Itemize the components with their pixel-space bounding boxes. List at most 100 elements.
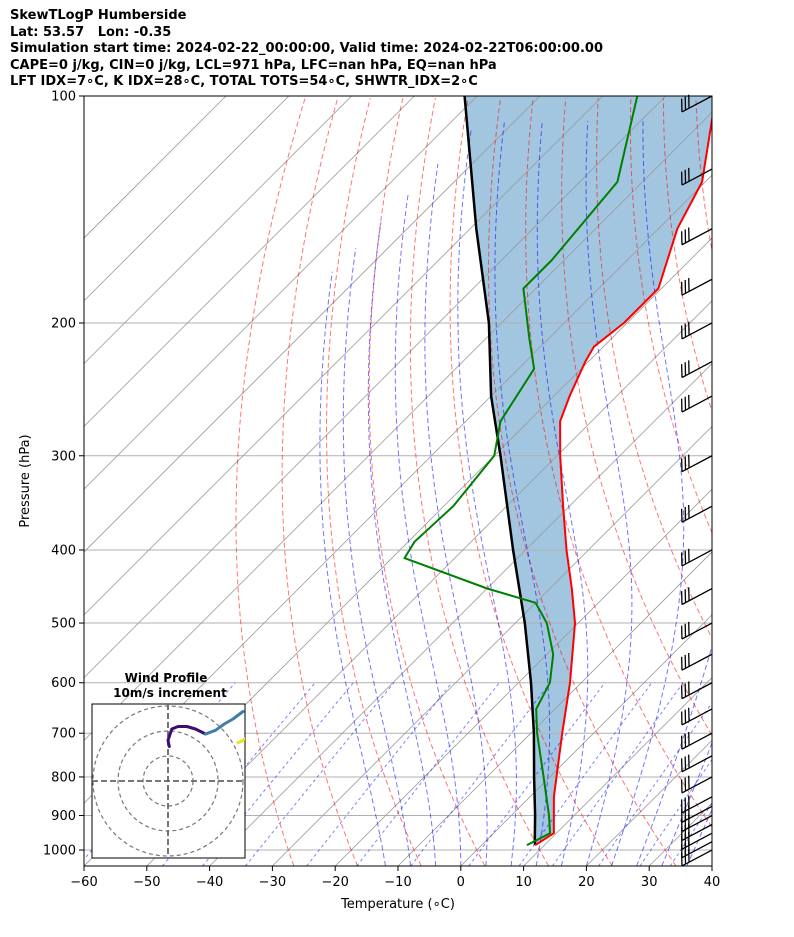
y-tick-label: 900 <box>51 809 76 824</box>
dry-adiabat <box>525 97 712 829</box>
isotherm-line <box>84 111 712 741</box>
y-tick-label: 600 <box>51 676 76 691</box>
x-tick-label: −60 <box>70 875 97 890</box>
wind-barb-staff <box>681 322 713 340</box>
isotherm-line <box>84 96 478 490</box>
wind-barb <box>680 775 713 794</box>
hodograph-title: Wind Profile <box>125 671 208 685</box>
wind-barb <box>680 394 713 413</box>
moist-adiabat <box>319 271 386 866</box>
isotherm-line <box>84 96 227 239</box>
header-location: Lat: 53.57 Lon: -0.35 <box>10 24 172 40</box>
chart-header: SkewTLogP Humberside Lat: 53.57 Lon: -0.… <box>10 8 603 91</box>
y-tick-label: 200 <box>51 316 76 331</box>
isotherm-line <box>334 488 712 866</box>
y-tick-label: 1000 <box>43 844 76 859</box>
y-tick-label: 300 <box>51 449 76 464</box>
wind-barb <box>680 587 713 606</box>
isotherm-line <box>84 96 415 427</box>
wind-barb-staff <box>681 841 713 859</box>
wind-barb-staff <box>681 95 713 113</box>
hodograph-trace <box>204 710 245 736</box>
wind-barb <box>680 227 713 246</box>
dry-adiabat <box>695 97 712 254</box>
x-tick-label: 40 <box>704 875 721 890</box>
header-times: Simulation start time: 2024-02-22_00:00:… <box>10 41 603 56</box>
wind-barb <box>680 505 713 523</box>
hodograph-subtitle: 10m/s increment <box>113 686 227 700</box>
hodograph <box>91 703 246 859</box>
x-tick-label: −10 <box>384 875 411 890</box>
cape-shading <box>464 96 712 846</box>
wind-barb-staff <box>681 708 713 726</box>
wind-barb <box>680 754 713 773</box>
wind-barb <box>680 278 713 296</box>
mixing-ratio-line <box>306 682 453 866</box>
moist-adiabat <box>394 194 462 866</box>
header-cape: CAPE=0 j/kg, CIN=0 j/kg, LCL=971 hPa, LF… <box>10 57 497 73</box>
wind-barb <box>680 653 713 671</box>
wind-barb-staff <box>681 682 713 700</box>
moist-adiabat <box>711 864 712 866</box>
isotherm-line <box>460 614 712 866</box>
mixing-ratio-line <box>410 682 551 866</box>
wind-barb-staff <box>681 278 713 296</box>
wind-barb-staff <box>681 622 713 640</box>
wind-barb-staff <box>681 168 713 186</box>
isotherm-line <box>146 300 712 866</box>
y-tick-label: 700 <box>51 727 76 742</box>
y-axis-label: Pressure (hPa) <box>18 434 33 527</box>
isotherm-line <box>84 96 352 365</box>
hodograph-plot <box>92 704 245 858</box>
dry-adiabat <box>561 97 712 737</box>
wind-barb-staff <box>681 587 713 606</box>
mixing-ratio-line <box>598 702 712 866</box>
temperature-profile-line <box>534 113 712 846</box>
dry-adiabat <box>596 97 712 640</box>
isotherm-line <box>84 96 604 616</box>
dry-adiabat <box>368 97 486 866</box>
wind-barb-staff <box>681 823 713 842</box>
wind-barb <box>680 167 713 186</box>
dry-adiabat <box>662 97 712 413</box>
x-tick-label: 0 <box>457 875 465 890</box>
wind-barb-staff <box>681 755 713 773</box>
mixing-ratio-line <box>468 682 606 866</box>
x-tick-label: −50 <box>133 875 160 890</box>
wind-barb-staff <box>681 814 713 833</box>
wind-barb-staff <box>681 395 713 413</box>
dry-adiabat <box>761 98 794 866</box>
x-tick-label: −40 <box>196 875 223 890</box>
x-tick-label: 30 <box>641 875 658 890</box>
wind-barb-staff <box>681 549 713 567</box>
wind-barb-staff <box>681 653 713 671</box>
x-tick-label: −30 <box>259 875 286 890</box>
isotherm-line <box>209 363 712 866</box>
parcel-profile-line <box>463 96 537 846</box>
mixing-ratio-line <box>552 682 684 866</box>
isotherm-line <box>84 96 541 553</box>
wind-barbs <box>680 94 713 867</box>
moist-adiabat <box>367 222 437 866</box>
header-indices: LFT IDX=7∘C, K IDX=28∘C, TOTAL TOTS=54∘C… <box>10 74 478 89</box>
wind-barb-staff <box>681 796 713 814</box>
y-tick-label: 100 <box>51 90 76 105</box>
header-title: SkewTLogP Humberside <box>10 8 187 23</box>
isotherm-line <box>711 865 712 866</box>
y-tick-label: 800 <box>51 770 76 785</box>
x-tick-label: −20 <box>321 875 348 890</box>
isotherm-line <box>84 96 666 679</box>
moist-adiabat <box>457 130 517 866</box>
wind-barb-staff <box>681 776 713 794</box>
wind-barb-staff <box>681 732 713 750</box>
wind-barb <box>680 732 713 750</box>
moist-adiabat <box>661 741 712 866</box>
moist-adiabat <box>611 121 685 866</box>
isotherm-line <box>84 96 290 302</box>
wind-barb <box>680 621 713 640</box>
wind-barb <box>680 548 713 567</box>
moist-adiabat <box>494 121 551 866</box>
y-tick-label: 500 <box>51 617 76 632</box>
moist-adiabat <box>636 121 712 866</box>
